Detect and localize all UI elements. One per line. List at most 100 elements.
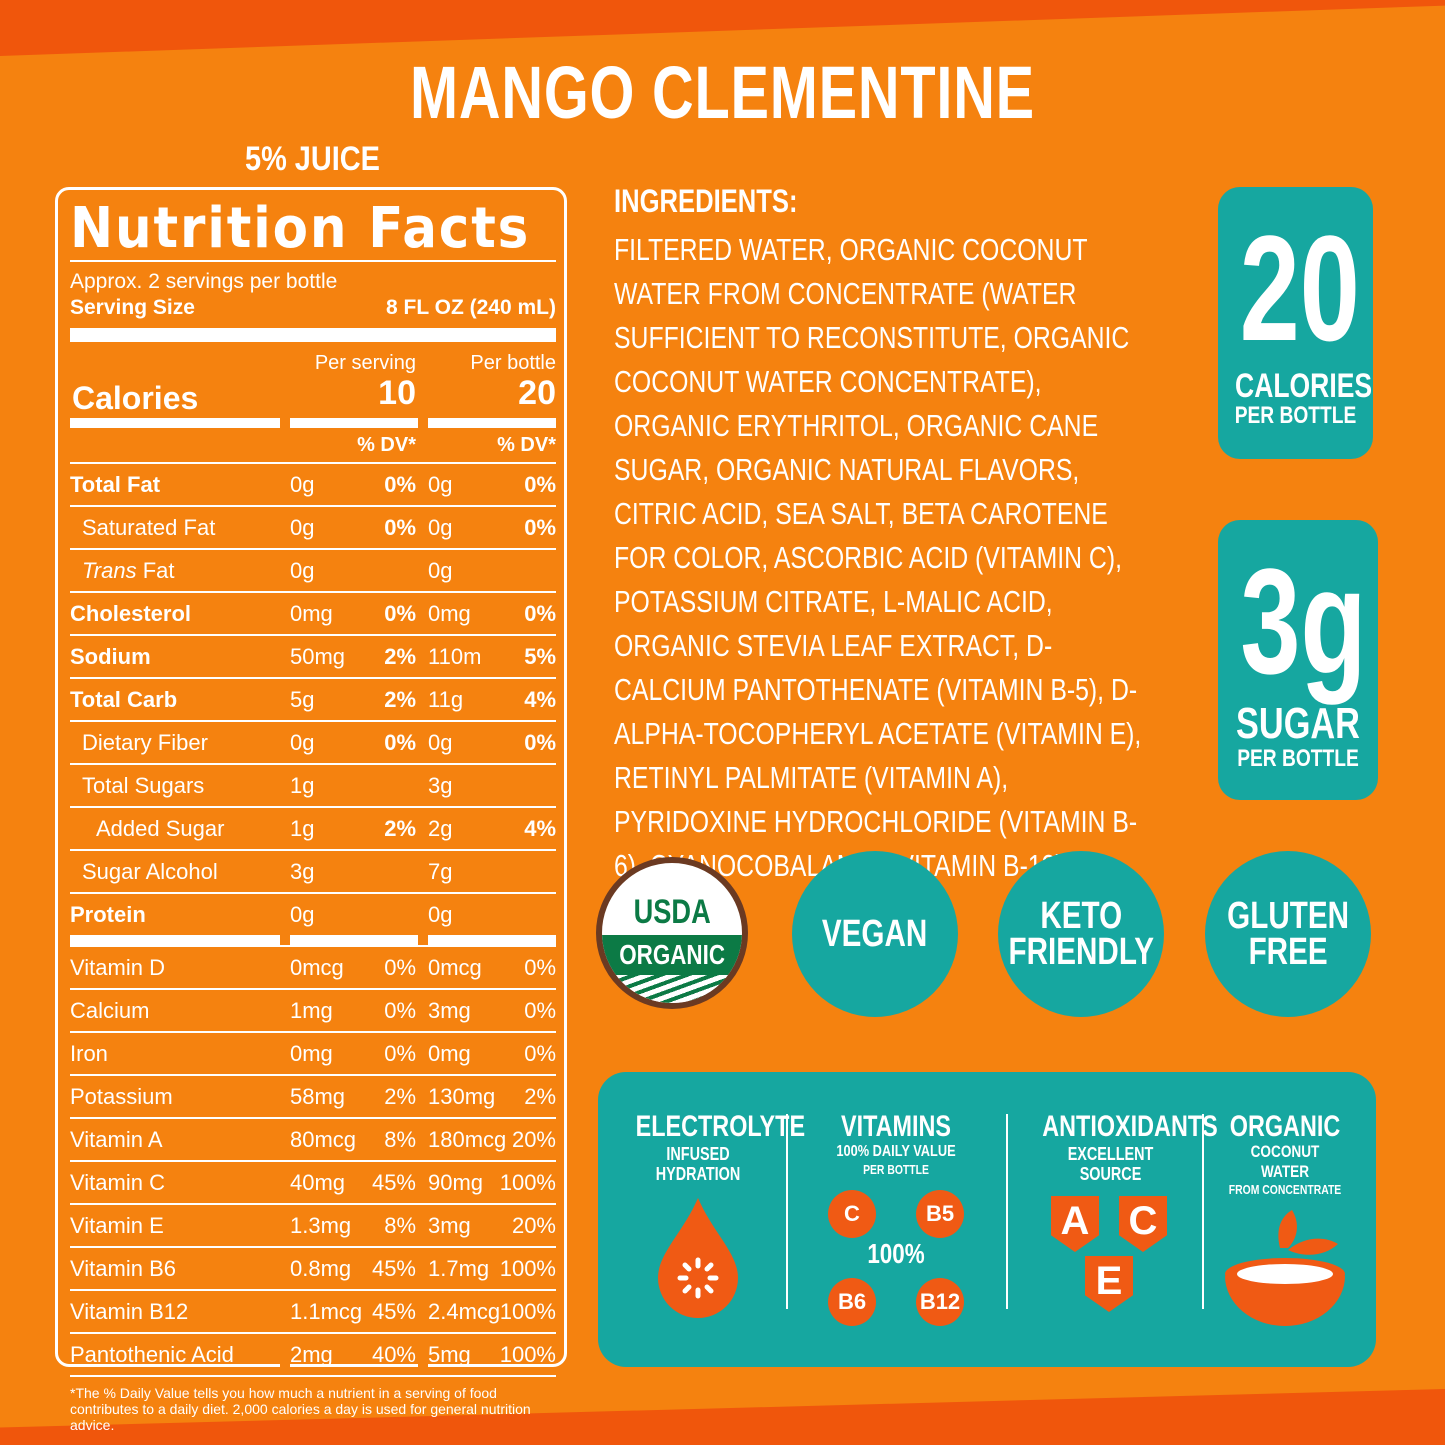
calories-callout-label: CALORIES [1235,367,1373,405]
vitamin-rows: Vitamin D 0mcg 0% 0mcg 0% Calcium 1mg 0% 3mg 0% Ir… [70,945,556,1375]
vitamins-sub2: PER BOTTLE [863,1162,929,1177]
vitamin-row: Iron 0mg 0% 0mg 0% [70,1031,556,1074]
serving-size-value: 8 FL OZ (240 mL) [386,296,556,319]
vitamin-name: Calcium [70,998,150,1023]
vitamin-row: Vitamin B6 0.8mg 45% 1.7mg 100% [70,1246,556,1289]
vitamin-bottle-dv: 0% [524,998,556,1023]
vitamin-bottle-amount: 0mg [428,1041,471,1066]
water-drop-icon [658,1198,738,1318]
nutrient-name: Trans Fat [82,558,175,584]
juice-percent: 5% JUICE [245,140,380,178]
vitamin-bottle-dv: 0% [524,1041,556,1066]
nutrient-bottle-dv: 0% [524,730,556,755]
nutrient-serving-amount: 0g [290,472,315,497]
vitamin-bottle-dv: 100% [499,1299,556,1324]
nutrient-row: Added Sugar 1g 2% 2g 4% [70,806,556,849]
vitamin-b12-icon: B12 [916,1278,964,1326]
ingredients-heading: INGREDIENTS: [614,183,798,219]
nutrient-serving-amount: 0g [290,902,315,927]
calories-bar [70,418,556,428]
calories-callout-value: 20 [1239,204,1360,372]
vitamin-name: Vitamin A [70,1127,163,1152]
product-title: MANGO CLEMENTINE [410,51,1035,134]
vitamins-sub1: 100% DAILY VALUE [836,1143,956,1160]
vitamin-serving-dv: 40% [371,1342,416,1367]
nutrient-bottle-dv: 0% [524,601,556,626]
dv-footnote: *The % Daily Value tells you how much a … [70,1385,531,1433]
antioxidant-c-icon: C [1119,1196,1167,1252]
vitamins-percent: 100% [867,1238,925,1269]
nutrient-row: Trans Fat 0g 0g [70,548,556,591]
vitamin-serving-amount: 1.3mg [290,1213,352,1238]
electrolyte-sub2: HYDRATION [655,1164,741,1184]
nutrient-bottle-amount: 11g [428,687,464,712]
nutrient-serving-amount: 0g [290,730,315,755]
nutrient-bottle-amount: 3g [428,773,453,798]
vitamin-bottle-amount: 180mcg [428,1127,507,1152]
sugar-callout-label: SUGAR [1236,699,1360,748]
nutrient-row: Sodium 50mg 2% 110m 5% [70,634,556,677]
calories-per-serving: 10 [378,374,416,412]
nutrient-bottle-amount: 0g [428,472,453,497]
vitamin-bottle-dv: 100% [499,1342,556,1367]
vitamin-row: Vitamin A 80mcg 8% 180mcg 20% [70,1117,556,1160]
nutrient-bottle-dv: 0% [524,472,556,497]
nutrient-name: Dietary Fiber [82,730,208,755]
nutrient-serving-dv: 0% [384,730,416,755]
nutrient-serving-amount: 0g [290,515,315,540]
vitamin-bottle-dv: 100% [499,1170,556,1195]
vitamin-bottle-amount: 5mg [428,1342,471,1367]
nutrient-serving-dv: 2% [384,687,416,712]
vegan-badge: VEGAN [792,851,958,1017]
nutrient-name-rest: Fat [136,558,175,583]
vitamin-serving-amount: 1.1mcg [290,1299,363,1324]
nutrient-name: Total Carb [70,687,178,712]
nutrient-name: Sugar Alcohol [82,859,218,884]
vitamin-serving-dv: 0% [384,1041,416,1066]
vitamin-bottle-amount: 2.4mcg [428,1299,501,1324]
nutrient-name: Protein [70,902,146,927]
vitamin-bottle-dv: 0% [524,955,556,980]
nutrient-bottle-amount: 0g [428,515,453,540]
nutrient-name: Total Fat [70,472,161,497]
nutrient-serving-amount: 0g [290,558,315,583]
vitamin-name: Vitamin E [70,1213,164,1238]
vitamin-serving-amount: 1mg [290,998,333,1023]
vitamin-bottle-dv: 100% [499,1256,556,1281]
nutrient-bottle-dv: 4% [524,816,556,841]
nutrient-row: Saturated Fat 0g 0% 0g 0% [70,505,556,548]
vitamin-serving-amount: 0mcg [290,955,344,980]
calories-row: Calories 10 20 [70,374,556,418]
sugar-callout-sub: PER BOTTLE [1237,745,1359,772]
calories-callout: 20 CALORIES PER BOTTLE [1218,187,1373,459]
vitamin-bottle-amount: 0mcg [428,955,482,980]
nutrient-name: Total Sugars [82,773,205,798]
vitamin-serving-dv: 8% [384,1213,416,1238]
nutrient-name-italic: Trans [82,558,137,583]
vitamin-serving-dv: 0% [384,955,416,980]
nutrition-facts-panel: Nutrition Facts Approx. 2 servings per b… [55,187,567,1433]
per-bottle-label: Per bottle [470,352,556,374]
vitamin-bottle-dv: 2% [524,1084,556,1109]
keto-label: KETO [1040,895,1122,937]
sugar-callout: 3g SUGAR PER BOTTLE [1218,520,1378,800]
vitamin-serving-dv: 2% [384,1084,416,1109]
panel-divider [1202,1114,1204,1309]
electrolyte-heading: ELECTROLYTE [635,1110,806,1143]
serving-size-label: Serving Size [70,296,195,319]
usda-label: USDA [633,893,711,931]
organic-heading: ORGANIC [1229,1110,1341,1143]
organic-label: ORGANIC [619,939,725,970]
panel-divider [1006,1114,1008,1309]
vitamin-bottle-amount: 130mg [428,1084,496,1109]
vitamin-row: Vitamin C 40mg 45% 90mg 100% [70,1160,556,1203]
vitamin-row: Vitamin E 1.3mg 8% 3mg 20% [70,1203,556,1246]
vegan-label: VEGAN [822,913,928,955]
vitamin-row: Potassium 58mg 2% 130mg 2% [70,1074,556,1117]
nutrient-bottle-amount: 7g [428,859,453,884]
nutrient-row: Sugar Alcohol 3g 7g [70,849,556,892]
vitamin-serving-amount: 40mg [290,1170,346,1195]
organic-column: ORGANIC COCONUT WATER FROM CONCENTRATE [1210,1112,1360,1333]
sugar-callout-value: 3g [1240,537,1367,705]
vitamin-b6-icon: B6 [828,1278,876,1326]
